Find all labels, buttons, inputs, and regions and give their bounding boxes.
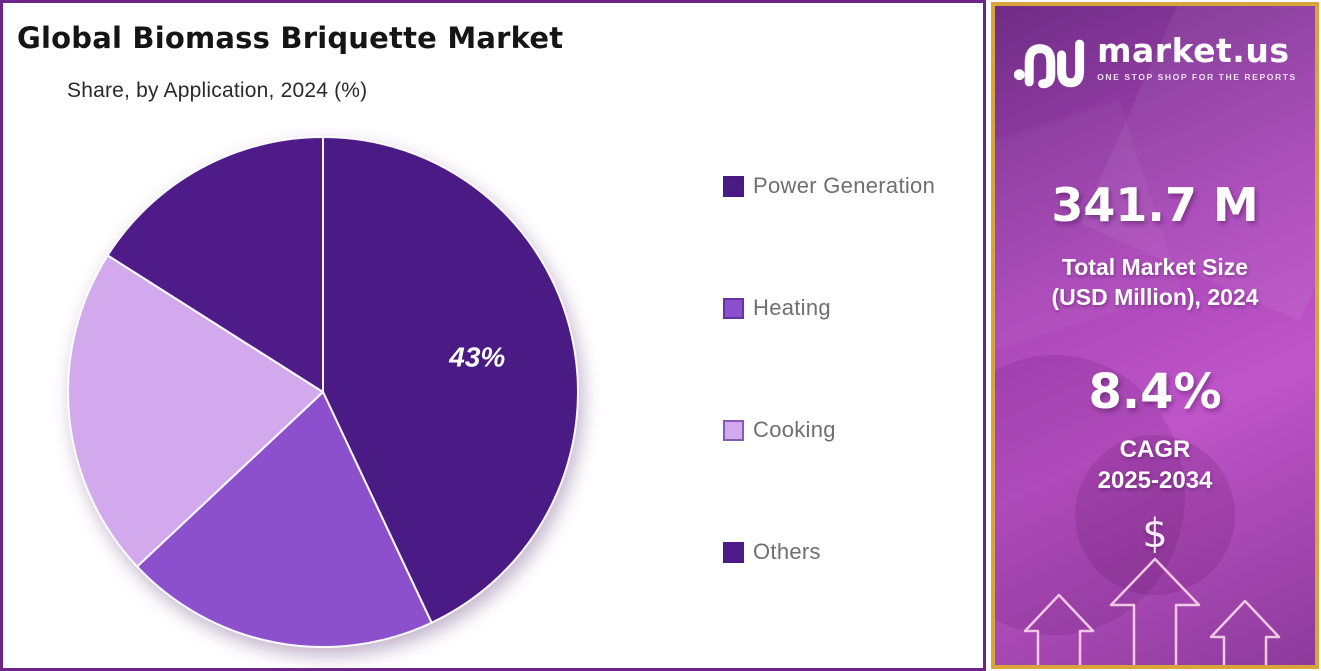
cagr-label: CAGR 2025-2034 [995,434,1315,496]
pie-slice-others [106,136,324,393]
legend-swatch-heating [723,297,744,319]
market-size-value: 341.7 M [1051,178,1259,232]
pie-slice-power-generation [322,136,579,624]
cagr-label-line1: CAGR [1119,436,1191,463]
legend-item-others: Others [723,539,935,565]
chart-subtitle: Share, by Application, 2024 (%) [67,79,368,102]
chart-panel: Global Biomass Briquette Market Share, b… [0,0,986,671]
legend-swatch-power-generation [723,175,744,197]
growth-arrows-icon [1023,557,1281,665]
arrow-left [1023,593,1095,665]
brand-logo: market.us ONE STOP SHOP FOR THE REPORTS [995,34,1315,92]
legend-item-heating: Heating [723,295,935,321]
legend-label-cooking: Cooking [753,417,836,442]
brand-tagline: ONE STOP SHOP FOR THE REPORTS [1097,72,1297,82]
brand-sidebar: market.us ONE STOP SHOP FOR THE REPORTS … [991,2,1319,669]
legend-label-others: Others [753,539,821,564]
pie-slice-cooking [67,254,324,568]
market-size-label-line2: (USD Million), 2024 [1051,284,1259,311]
market-size-label-line1: Total Market Size [1061,254,1249,280]
cagr-label-line2: 2025-2034 [1097,467,1213,495]
arrow-middle [1109,557,1201,665]
legend-swatch-others [723,541,744,563]
legend-label-heating: Heating [753,295,831,320]
arrow-right [1209,599,1281,665]
dollar-icon: $ [1142,511,1168,557]
pie-slice-heating [136,391,433,648]
cagr-value: 8.4% [1088,364,1222,420]
legend-label-power-generation: Power Generation [753,173,936,198]
chart-legend: Power Generation Heating Cooking Others [723,173,935,661]
legend-swatch-cooking [723,419,744,441]
legend-item-power-generation: Power Generation [723,173,935,199]
legend-item-cooking: Cooking [723,417,935,443]
logo-dot [1014,69,1025,81]
page-title: Global Biomass Briquette Market [17,21,564,55]
market-size-label: Total Market Size (USD Million), 2024 [995,252,1315,313]
pie-chart: 43% [67,136,579,648]
brand-name: market.us [1097,31,1290,70]
marketus-logo-icon [1014,39,1085,89]
pie-slice-label-power-generation: 43% [448,342,505,373]
